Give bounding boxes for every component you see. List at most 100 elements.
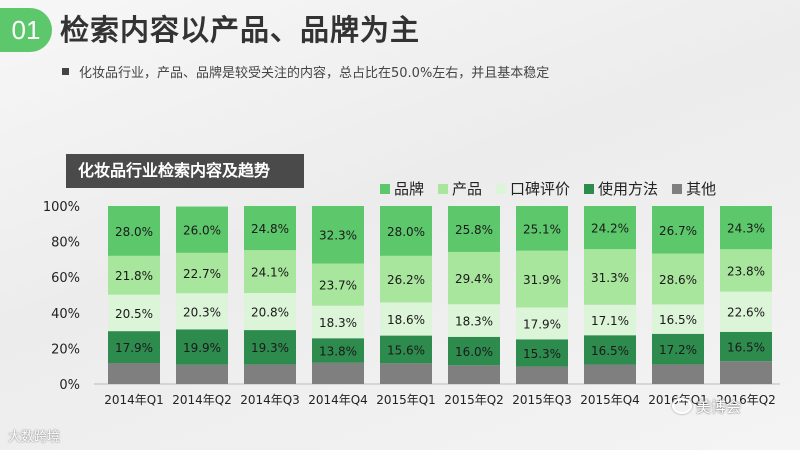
bar-segment [448, 336, 500, 366]
data-label: 26.0% [183, 224, 221, 238]
x-tick-label: 2014年Q1 [104, 393, 164, 407]
bar-segment [312, 305, 364, 339]
bar-segment [652, 304, 704, 334]
bar-segment [312, 263, 364, 306]
bar-segment [380, 206, 432, 256]
data-label: 32.3% [319, 229, 357, 243]
x-tick-label: 2014年Q3 [240, 393, 300, 407]
data-label: 26.7% [659, 224, 697, 238]
page-subtitle: 化妆品行业，产品、品牌是较受关注的内容，总占比在50.0%左右，并且基本稳定 [62, 64, 549, 84]
y-tick-label: 100% [43, 200, 80, 215]
bar-segment [516, 366, 568, 384]
data-label: 15.6% [387, 343, 425, 357]
x-tick-label: 2015年Q3 [512, 393, 572, 407]
bar-segment [176, 293, 228, 330]
bar-segment [720, 291, 772, 332]
bar-segment [448, 251, 500, 305]
bar-segment [244, 364, 296, 384]
bar-segment [244, 293, 296, 331]
data-label: 19.3% [251, 341, 289, 355]
bar-segment [584, 249, 636, 305]
chart-title: 化妆品行业检索内容及趋势 [66, 154, 304, 188]
legend-item-0: 品牌 [380, 178, 424, 199]
legend-item-4: 其他 [672, 178, 716, 199]
watermark-left-text: 大数跨境 [8, 430, 61, 445]
wechat-icon [672, 398, 692, 414]
subtitle-text: 化妆品行业，产品、品牌是较受关注的内容，总占比在50.0%左右，并且基本稳定 [79, 66, 550, 81]
legend-swatch [584, 184, 595, 194]
data-label: 18.3% [319, 316, 357, 330]
legend-item-2: 口碑评价 [496, 178, 570, 199]
bar-segment [176, 364, 228, 384]
data-label: 29.4% [455, 272, 493, 286]
data-label: 18.3% [455, 315, 493, 329]
data-label: 18.6% [387, 313, 425, 327]
y-tick-label: 60% [51, 271, 80, 286]
bar-segment [652, 333, 704, 365]
x-tick-label: 2014年Q2 [172, 393, 232, 407]
bar-segment [516, 307, 568, 340]
legend-label: 产品 [452, 180, 483, 198]
data-label: 17.1% [591, 314, 629, 328]
bar-segment [380, 335, 432, 364]
bar-segment [516, 339, 568, 367]
data-label: 20.3% [183, 305, 221, 319]
data-label: 23.7% [319, 279, 357, 293]
data-label: 25.1% [523, 222, 561, 236]
data-label: 28.0% [115, 225, 153, 239]
legend-label: 口碑评价 [510, 180, 571, 198]
y-tick-label: 40% [51, 307, 80, 322]
bar-segment [720, 206, 772, 250]
bar-segment [584, 335, 636, 365]
bar-segment [516, 250, 568, 308]
bar-segment [652, 206, 704, 254]
data-label: 20.5% [115, 307, 153, 321]
data-label: 23.8% [727, 264, 765, 278]
data-label: 13.8% [319, 345, 357, 359]
watermark-right: 美博会 [672, 396, 741, 417]
bar-segment [312, 206, 364, 264]
x-tick-label: 2016年Q2 [716, 393, 776, 407]
bar-segment [448, 304, 500, 337]
data-label: 16.5% [727, 341, 765, 355]
bar-segment [652, 364, 704, 384]
bar-segment [652, 253, 704, 305]
bar-segment [516, 206, 568, 251]
bar-segment [448, 365, 500, 384]
bar-segment [584, 364, 636, 384]
data-label: 28.0% [387, 225, 425, 239]
data-label: 26.2% [387, 273, 425, 287]
bar-segment [584, 304, 636, 336]
bar-segment [448, 206, 500, 252]
data-label: 17.2% [659, 343, 697, 357]
data-label: 22.6% [727, 306, 765, 320]
data-label: 24.3% [727, 222, 765, 236]
data-label: 28.6% [659, 273, 697, 287]
x-tick-label: 2015年Q4 [580, 393, 640, 407]
section-number-badge: 01 [0, 8, 52, 52]
page-title: 检索内容以产品、品牌为主 [60, 13, 421, 47]
legend-label: 品牌 [394, 180, 425, 198]
x-tick-label: 2015年Q2 [444, 393, 504, 407]
legend-label: 其他 [686, 180, 717, 198]
bar-segment [720, 361, 772, 384]
bullet-square-icon [62, 68, 69, 75]
data-label: 22.7% [183, 267, 221, 281]
data-label: 24.8% [251, 222, 289, 236]
legend-swatch [380, 184, 390, 194]
bar-segment [176, 206, 228, 253]
data-label: 25.8% [455, 223, 493, 237]
bar-segment [312, 338, 364, 363]
chart-legend: 品牌 产品 口碑评价 使用方法 其他 [380, 178, 730, 199]
data-label: 24.2% [591, 222, 629, 236]
x-tick-label: 2015年Q1 [376, 393, 436, 407]
data-label: 31.3% [591, 271, 629, 285]
watermark-left: 大数跨境 [8, 426, 60, 445]
bar-segment [176, 252, 228, 294]
data-label: 21.8% [115, 269, 153, 283]
data-label: 16.0% [455, 345, 493, 359]
bar-segment [380, 302, 432, 336]
bar-segment [244, 206, 296, 251]
bar-segment [584, 206, 636, 250]
